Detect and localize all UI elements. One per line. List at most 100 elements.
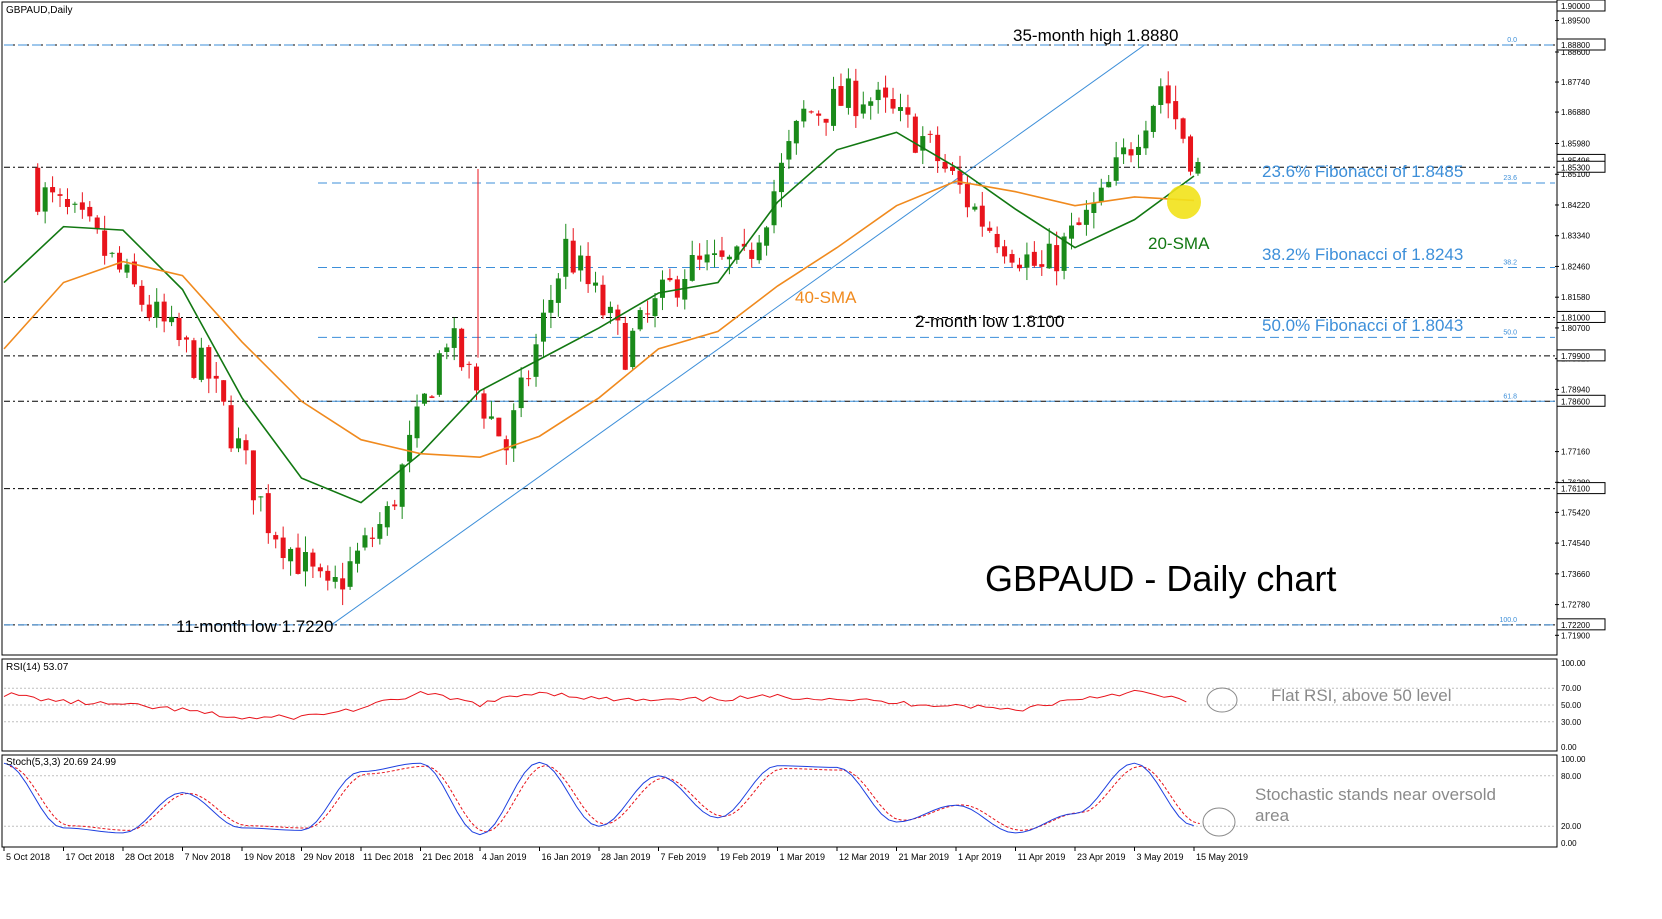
candle-body [645,313,651,315]
price-tick-label: 1.80700 [1561,324,1590,333]
price-box [1556,0,1606,12]
candle-body [905,107,911,115]
fibonacci-tag: 61.8 [1503,393,1517,400]
price-box-label: 1.85300 [1561,163,1590,172]
price-box [1556,394,1606,407]
candle-body [1054,245,1060,272]
candle-body [64,199,70,207]
price-tick-label: 1.73660 [1561,570,1590,579]
candle-body [726,256,732,260]
price-box-label: 1.81000 [1561,313,1590,322]
fibonacci-tag: 23.6 [1503,175,1517,182]
candle-body [1113,157,1119,181]
candle-body [109,252,115,254]
candle-body [778,162,784,193]
candle-body [183,337,189,340]
candle-body [1039,264,1045,267]
sma40-line [3,180,1195,458]
candle-body [35,167,41,212]
candle-body [979,205,985,227]
symbol-label: GBPAUD,Daily [6,5,73,16]
date-tick-label: 7 Nov 2018 [185,852,231,862]
candle-body [950,166,956,171]
price-tick-label: 1.84220 [1561,201,1590,210]
candle-body [1135,146,1141,155]
candle-body [213,375,219,379]
date-tick-label: 17 Oct 2018 [66,852,115,862]
candle-body [1016,264,1022,269]
date-tick-label: 4 Jan 2019 [482,852,527,862]
candle-body [1106,181,1112,188]
price-box-label: 1.76100 [1561,485,1590,494]
candle-body [897,107,903,111]
candle-body [964,184,970,208]
candle-body [875,89,881,101]
candle-body [563,238,569,277]
candle-body [198,347,204,380]
stoch-highlight-circle [1202,807,1236,837]
candle-body [332,577,338,582]
candle-body [801,108,807,122]
candle-body [912,116,918,153]
candle-body [526,378,532,380]
stoch-tick-label: 0.00 [1561,839,1577,848]
candle-body [600,284,606,316]
date-tick-label: 7 Feb 2019 [661,852,707,862]
candle-body [749,249,755,259]
rsi-tick-label: 0.00 [1561,743,1577,752]
candle-body [734,246,740,260]
date-tick-label: 23 Apr 2019 [1077,852,1126,862]
price-tick-label: 1.89500 [1561,17,1590,26]
date-tick-label: 5 Oct 2018 [6,852,50,862]
candle-body [79,202,85,210]
candle-body [377,524,383,539]
candle-body [719,250,725,257]
price-box [1556,310,1606,323]
candle-body [1121,147,1127,155]
candle-body [920,136,926,151]
rsi-tick-label: 100.00 [1561,659,1586,668]
candle-body [399,464,405,507]
candle-body [72,203,78,205]
candle-body [392,504,398,507]
candle-body [786,141,792,160]
stoch-tick-label: 100.00 [1561,755,1586,764]
candle-body [674,279,680,298]
candle-body [362,535,368,548]
candle-body [764,227,770,246]
candle-body [682,278,688,300]
rsi-line [3,689,1187,720]
candle-body [548,299,554,313]
candle-body [1069,225,1075,239]
date-tick-label: 11 Dec 2018 [363,852,413,862]
rsi-annotation: Flat RSI, above 50 level [1271,686,1451,705]
candle-body [503,439,509,451]
candle-body [206,347,212,379]
price-tick-label: 1.75420 [1561,508,1590,517]
candle-body [310,552,316,567]
rsi-highlight-circle [1206,687,1238,713]
candle-body [1091,203,1097,213]
price-box [1556,160,1606,173]
date-tick-label: 21 Dec 2018 [423,852,474,862]
candle-body [295,547,301,574]
price-tick-label: 1.85980 [1561,140,1590,149]
fibonacci-tag: 0.0 [1507,37,1517,44]
candle-body [593,282,599,286]
candle-body [689,255,695,281]
candle-body [1061,236,1067,271]
price-box-label: 1.88800 [1561,41,1590,50]
date-tick-label: 19 Nov 2018 [244,852,295,862]
fib382-annotation: 38.2% Fibonacci of 1.8243 [1262,245,1463,264]
chart-watermark: GBPAUD - Daily chart [985,558,1336,599]
fibonacci-tag: 50.0 [1503,329,1517,336]
candle-body [1150,105,1156,132]
date-tick-label: 16 Jan 2019 [542,852,592,862]
candle-body [42,187,48,212]
price-box [1556,618,1606,631]
candle-body [421,393,427,404]
fibonacci-tag: 100.0 [1499,617,1517,624]
candle-body [265,493,271,534]
price-box-label: 1.79900 [1561,352,1590,361]
